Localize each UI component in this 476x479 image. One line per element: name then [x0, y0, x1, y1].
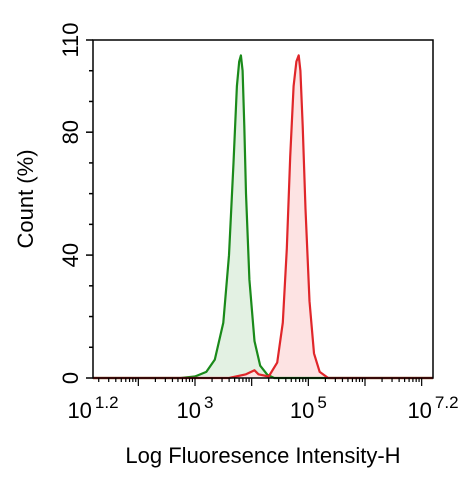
x-tick-label: 10 7.2: [407, 393, 458, 423]
series-1-line: [93, 54, 433, 380]
x-tick-base: 10: [67, 398, 91, 423]
plot-frame: [92, 39, 434, 379]
x-tick-base: 10: [177, 398, 201, 423]
x-axis-title: Log Fluoresence Intensity-H: [125, 443, 400, 468]
series-lines: [93, 54, 433, 380]
x-tick-base: 10: [407, 398, 431, 423]
series-2-fill: [93, 55, 433, 379]
y-axis: 0 40 80 110: [58, 22, 93, 384]
x-tick-exponent: 1.2: [95, 393, 119, 412]
y-tick-label: 0: [58, 372, 83, 384]
series-1-fill: [93, 55, 433, 379]
x-tick-label: 10 1.2: [67, 393, 118, 423]
y-tick-label: 80: [58, 120, 83, 144]
x-tick-base: 10: [290, 398, 314, 423]
x-tick-label: 10 3: [177, 393, 214, 423]
x-tick-exponent: 3: [204, 393, 213, 412]
x-tick-label: 10 5: [290, 393, 327, 423]
y-axis-title: Count (%): [13, 149, 38, 248]
x-tick-exponent: 5: [317, 393, 326, 412]
x-tick-exponent: 7.2: [435, 393, 459, 412]
series-2-line: [93, 54, 433, 380]
x-axis: 10 1.2 10 3 10 5 10 7.2: [67, 378, 459, 423]
series-fills: [93, 55, 433, 379]
y-tick-label: 40: [58, 243, 83, 267]
y-tick-label: 110: [58, 22, 83, 57]
